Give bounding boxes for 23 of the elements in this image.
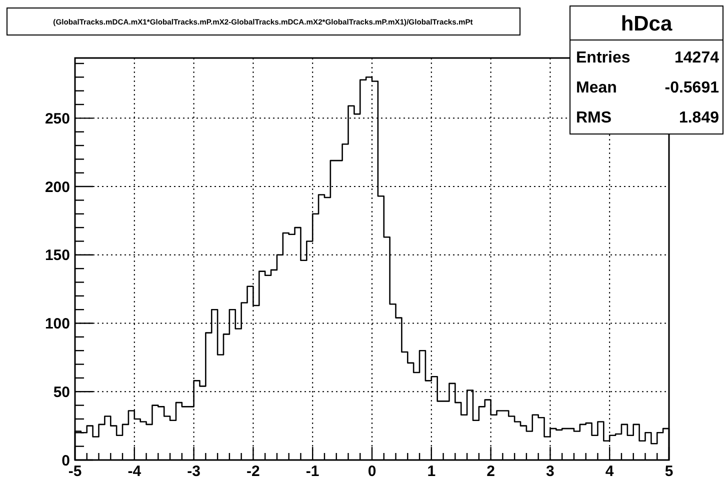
annotation: Mean bbox=[576, 80, 617, 97]
y-tick-label: 100 bbox=[44, 316, 70, 333]
x-tick-label: 0 bbox=[368, 463, 376, 479]
y-tick-label: 150 bbox=[44, 247, 70, 264]
annotation: Entries bbox=[576, 50, 630, 67]
x-tick-label: -1 bbox=[306, 463, 320, 479]
text: 14274 bbox=[674, 50, 720, 67]
x-tick-label: 4 bbox=[605, 463, 614, 479]
x-tick-label: -3 bbox=[187, 463, 200, 479]
text: hDca bbox=[620, 12, 672, 36]
x-tick-label: 3 bbox=[546, 463, 554, 479]
x-tick-label: 5 bbox=[664, 463, 674, 479]
x-tick-label: -4 bbox=[128, 463, 142, 479]
x-tick-label: 1 bbox=[427, 463, 436, 479]
annotation: -0.5691 bbox=[664, 80, 720, 97]
annotation: RMS bbox=[576, 110, 612, 127]
y-tick-label: 250 bbox=[44, 110, 70, 128]
text: 1.849 bbox=[678, 110, 720, 127]
y-tick-label: 50 bbox=[53, 384, 70, 401]
y-tick-label: 200 bbox=[44, 178, 70, 196]
x-tick-label: 2 bbox=[486, 463, 495, 479]
x-tick-label: -5 bbox=[68, 463, 82, 479]
x-tick-label: -2 bbox=[246, 463, 260, 479]
